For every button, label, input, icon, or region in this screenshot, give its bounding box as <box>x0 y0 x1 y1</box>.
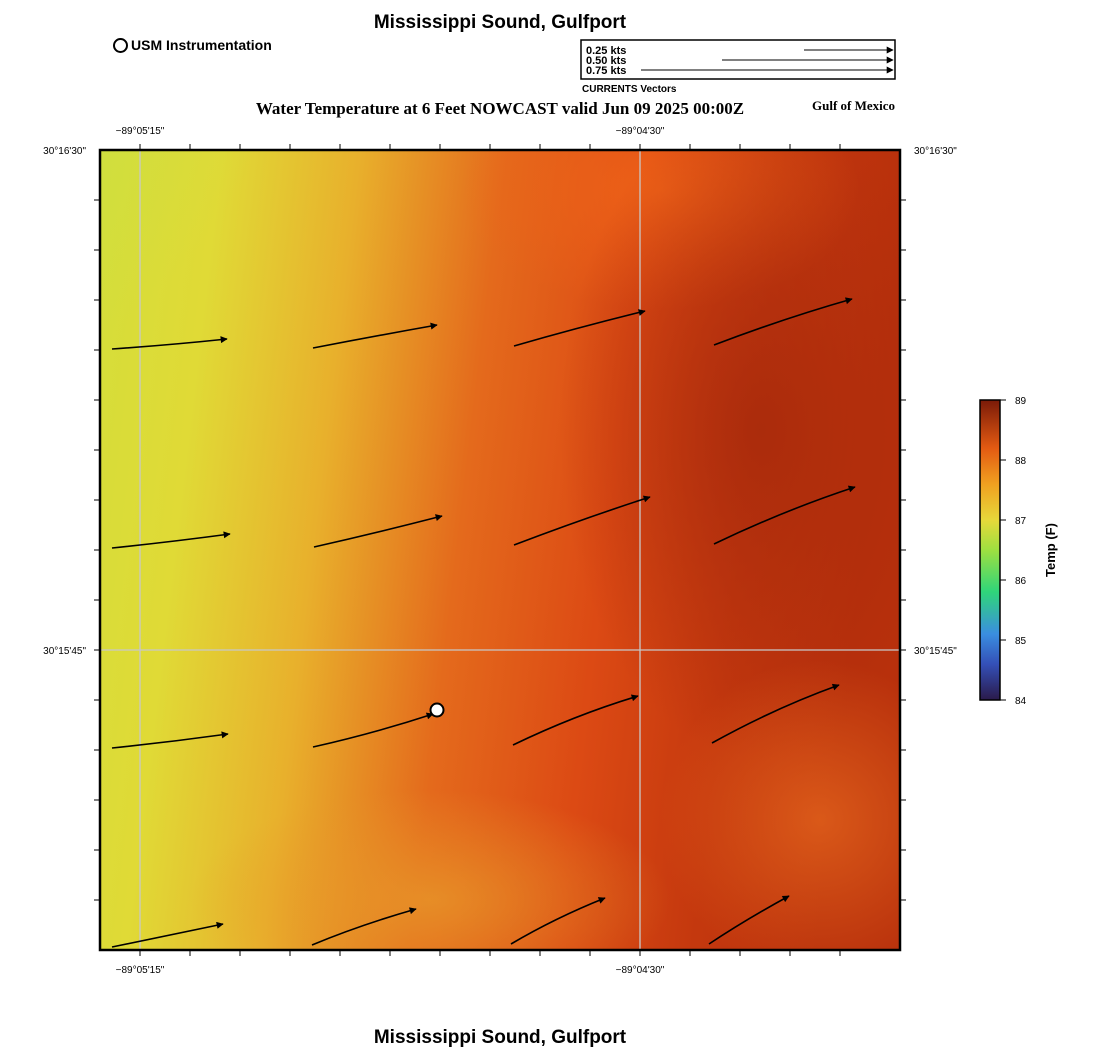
lon-label-bottom-east: −89°04'30" <box>616 965 665 976</box>
vector-legend-label-075: 0.75 kts <box>586 65 626 77</box>
lat-label-right-north: 30°16'30" <box>914 146 957 157</box>
temperature-field <box>100 150 900 950</box>
current-vector <box>708 895 790 945</box>
frame-ticks <box>94 144 906 956</box>
map-title: Mississippi Sound, Gulfport <box>373 12 627 33</box>
station-legend-marker-icon <box>113 37 128 53</box>
station-legend: USM Instrumentation <box>113 37 272 53</box>
vector-legend: 0.25 kts 0.50 kts 0.75 kts <box>580 39 896 80</box>
current-vector <box>711 683 840 744</box>
station-legend-label: USM Instrumentation <box>131 37 272 53</box>
region-label: Gulf of Mexico <box>812 98 896 113</box>
lat-label-left-mid: 30°15'45" <box>43 646 86 657</box>
vector-legend-caption: CURRENTS Vectors <box>582 84 677 95</box>
colorbar: 89 88 87 86 85 84 Temp (F) <box>979 396 1058 707</box>
colorbar-tick-85: 85 <box>1015 636 1027 647</box>
colorbar-tick-87: 87 <box>1015 516 1027 527</box>
current-vector <box>713 297 853 346</box>
current-vector <box>111 336 228 350</box>
current-vector <box>313 514 443 548</box>
vector-legend-label-025: 0.25 kts <box>586 45 626 57</box>
current-vector <box>111 531 231 549</box>
colorbar-tick-89: 89 <box>1015 396 1027 407</box>
colorbar-tick-84: 84 <box>1015 696 1027 707</box>
colorbar-tick-86: 86 <box>1015 576 1027 587</box>
current-vector <box>512 694 639 746</box>
map-subtitle: Water Temperature at 6 Feet NOWCAST vali… <box>255 99 745 118</box>
current-vector <box>510 897 606 945</box>
current-vector <box>111 921 224 948</box>
current-vector <box>312 712 434 748</box>
current-vector <box>513 309 646 347</box>
lat-label-left-north: 30°16'30" <box>43 146 86 157</box>
colorbar-label: Temp (F) <box>1043 523 1058 577</box>
vector-legend-label-050: 0.50 kts <box>586 55 626 67</box>
colorbar-tick-88: 88 <box>1015 456 1027 467</box>
current-vector <box>713 485 856 545</box>
map-footer-title: Mississippi Sound, Gulfport <box>373 1027 627 1048</box>
current-vector <box>513 495 651 546</box>
current-vector <box>311 907 417 946</box>
lon-label-top-east: −89°04'30" <box>616 126 665 137</box>
graticule <box>100 150 900 950</box>
current-vector <box>312 322 438 349</box>
usm-station-marker-icon[interactable] <box>429 702 445 718</box>
current-vector <box>111 731 229 749</box>
lon-label-top-west: −89°05'15" <box>116 126 165 137</box>
current-vectors <box>111 297 856 948</box>
lat-label-right-mid: 30°15'45" <box>914 646 957 657</box>
lon-label-bottom-west: −89°05'15" <box>116 965 165 976</box>
